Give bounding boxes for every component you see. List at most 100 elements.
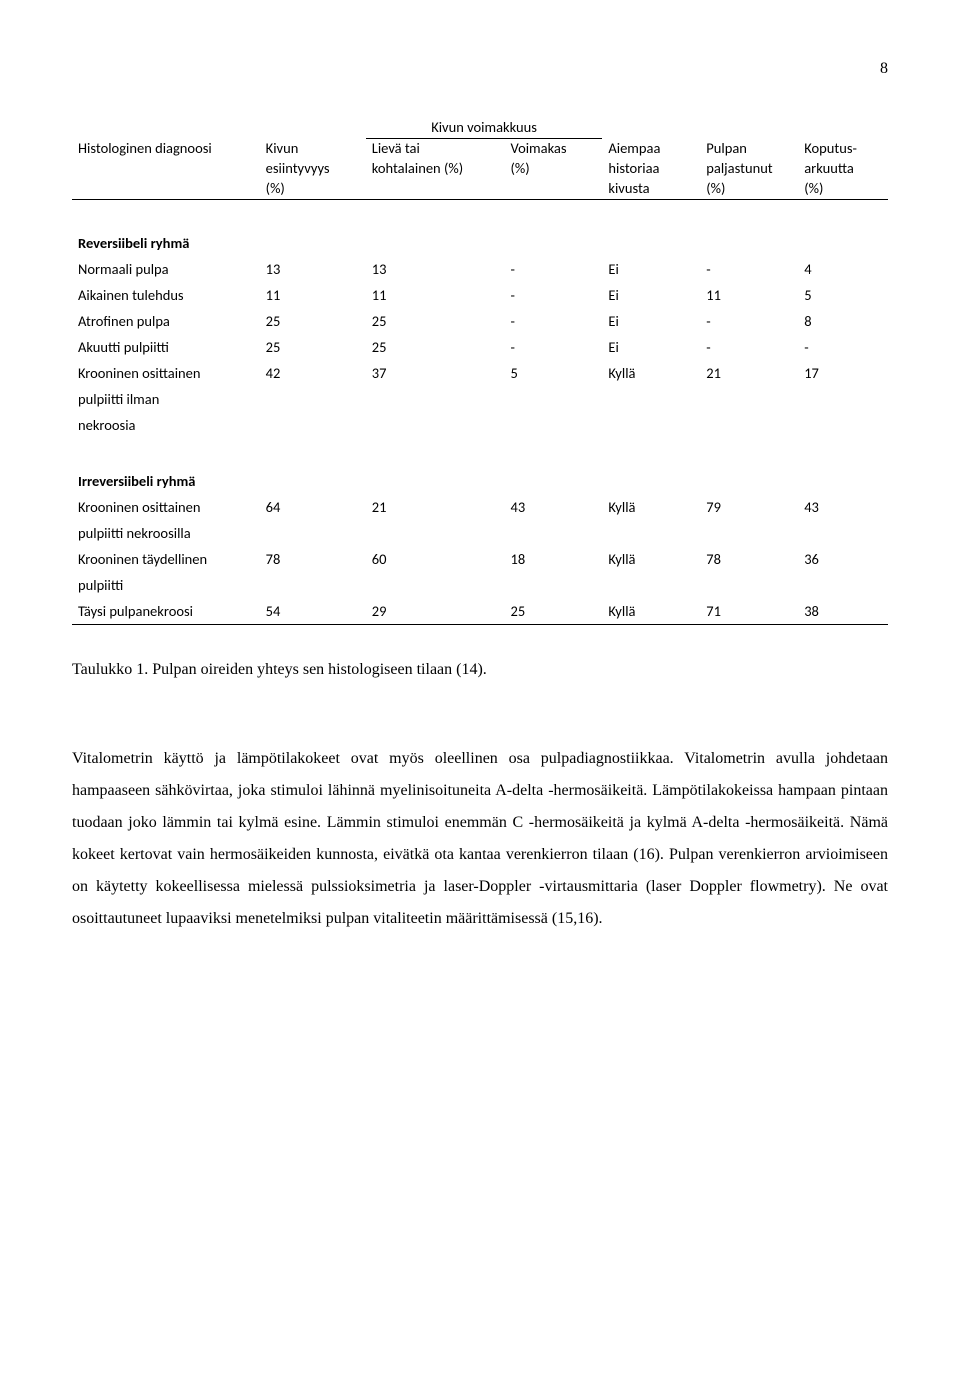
- table-row: Atrofinen pulpa 25 25 - Ei - 8: [72, 308, 888, 334]
- diagnosis-table: Kivun voimakkuus Histologinen diagnoosi …: [72, 118, 888, 625]
- header-cell: historiaa: [602, 159, 700, 179]
- header-cell: paljastunut: [700, 159, 798, 179]
- header-cell: [72, 159, 260, 179]
- table-spanner-label: Kivun voimakkuus: [366, 118, 603, 139]
- table-row: Normaali pulpa 13 13 - Ei - 4: [72, 256, 888, 282]
- header-cell: (%): [798, 179, 888, 199]
- table-cell: 43: [504, 494, 602, 520]
- body-paragraph: Vitalometrin käyttö ja lämpötilakokeet o…: [72, 743, 888, 935]
- table-row: pulpiitti ilman: [72, 386, 888, 412]
- table-row: pulpiitti: [72, 572, 888, 598]
- header-cell: Koputus-: [798, 139, 888, 160]
- table-row: Akuutti pulpiitti 25 25 - Ei - -: [72, 334, 888, 360]
- table-cell: 71: [700, 598, 798, 624]
- table-cell: 11: [260, 282, 366, 308]
- table-cell: 36: [798, 546, 888, 572]
- table-cell: 79: [700, 494, 798, 520]
- table-cell: 25: [366, 308, 505, 334]
- page-number: 8: [72, 60, 888, 78]
- table-cell: Krooninen täydellinen: [72, 546, 260, 572]
- table-cell: 25: [504, 598, 602, 624]
- header-cell: Histologinen diagnoosi: [72, 139, 260, 160]
- table-cell: 5: [504, 360, 602, 386]
- table-cell: 37: [366, 360, 505, 386]
- header-cell: Pulpan: [700, 139, 798, 160]
- header-cell: Voimakas: [504, 139, 602, 160]
- group-header: Irreversiibeli ryhmä: [72, 462, 888, 494]
- table-cell: 25: [366, 334, 505, 360]
- table-cell: Krooninen osittainen: [72, 360, 260, 386]
- table-cell: 42: [260, 360, 366, 386]
- table-row: Krooninen täydellinen 78 60 18 Kyllä 78 …: [72, 546, 888, 572]
- table-cell: 11: [700, 282, 798, 308]
- table-cell: Kyllä: [602, 494, 700, 520]
- header-cell: arkuutta: [798, 159, 888, 179]
- header-cell: kivusta: [602, 179, 700, 199]
- table-cell: Aikainen tulehdus: [72, 282, 260, 308]
- table-cell: 78: [700, 546, 798, 572]
- table-cell: Krooninen osittainen: [72, 494, 260, 520]
- table-row: Krooninen osittainen 64 21 43 Kyllä 79 4…: [72, 494, 888, 520]
- table-cell: Täysi pulpanekroosi: [72, 598, 260, 624]
- header-cell: (%): [700, 179, 798, 199]
- table-cell: -: [504, 308, 602, 334]
- table-cell: 29: [366, 598, 505, 624]
- table-cell: 13: [366, 256, 505, 282]
- table-cell: pulpiitti: [72, 572, 260, 598]
- table-header-row: Histologinen diagnoosi Kivun Lievä tai V…: [72, 139, 888, 160]
- table-cell: -: [798, 334, 888, 360]
- header-cell: Lievä tai: [366, 139, 505, 160]
- table-row: pulpiitti nekroosilla: [72, 520, 888, 546]
- header-cell: [504, 179, 602, 199]
- table-cell: Kyllä: [602, 546, 700, 572]
- table-row: Krooninen osittainen 42 37 5 Kyllä 21 17: [72, 360, 888, 386]
- table-cell: Kyllä: [602, 360, 700, 386]
- table-cell: Normaali pulpa: [72, 256, 260, 282]
- table-caption: Taulukko 1. Pulpan oireiden yhteys sen h…: [72, 661, 888, 679]
- header-cell: kohtalainen (%): [366, 159, 505, 179]
- table-cell: 11: [366, 282, 505, 308]
- table-cell: Ei: [602, 256, 700, 282]
- header-cell: esiintyvyys: [260, 159, 366, 179]
- table-row: Aikainen tulehdus 11 11 - Ei 11 5: [72, 282, 888, 308]
- table-cell: -: [504, 334, 602, 360]
- table-header-row: (%) kivusta (%) (%): [72, 179, 888, 199]
- table-cell: -: [700, 256, 798, 282]
- table-cell: 43: [798, 494, 888, 520]
- table-cell: Kyllä: [602, 598, 700, 624]
- table-spanner-row: Kivun voimakkuus: [72, 118, 888, 139]
- table-row: nekroosia: [72, 412, 888, 438]
- header-cell: Kivun: [260, 139, 366, 160]
- group-label: Reversiibeli ryhmä: [72, 224, 888, 256]
- table-bottom-rule: [72, 624, 888, 625]
- table-cell: 5: [798, 282, 888, 308]
- table-header-row: esiintyvyys kohtalainen (%) (%) historia…: [72, 159, 888, 179]
- header-cell: [366, 179, 505, 199]
- table-cell: nekroosia: [72, 412, 260, 438]
- header-cell: Aiempaa: [602, 139, 700, 160]
- table-cell: 13: [260, 256, 366, 282]
- table-cell: Ei: [602, 308, 700, 334]
- table-cell: 25: [260, 334, 366, 360]
- table-cell: -: [504, 282, 602, 308]
- header-cell: (%): [504, 159, 602, 179]
- table-cell: 8: [798, 308, 888, 334]
- table-cell: Ei: [602, 334, 700, 360]
- table-cell: Ei: [602, 282, 700, 308]
- table-cell: 18: [504, 546, 602, 572]
- group-label: Irreversiibeli ryhmä: [72, 462, 888, 494]
- table-row: Täysi pulpanekroosi 54 29 25 Kyllä 71 38: [72, 598, 888, 624]
- group-header: Reversiibeli ryhmä: [72, 224, 888, 256]
- table-cell: -: [504, 256, 602, 282]
- table-cell: -: [700, 334, 798, 360]
- header-cell: [72, 179, 260, 199]
- header-cell: (%): [260, 179, 366, 199]
- table-cell: pulpiitti ilman: [72, 386, 260, 412]
- table-cell: 4: [798, 256, 888, 282]
- table-cell: 25: [260, 308, 366, 334]
- table-cell: 21: [700, 360, 798, 386]
- table-cell: 38: [798, 598, 888, 624]
- table-cell: 17: [798, 360, 888, 386]
- table-cell: 21: [366, 494, 505, 520]
- table-cell: 60: [366, 546, 505, 572]
